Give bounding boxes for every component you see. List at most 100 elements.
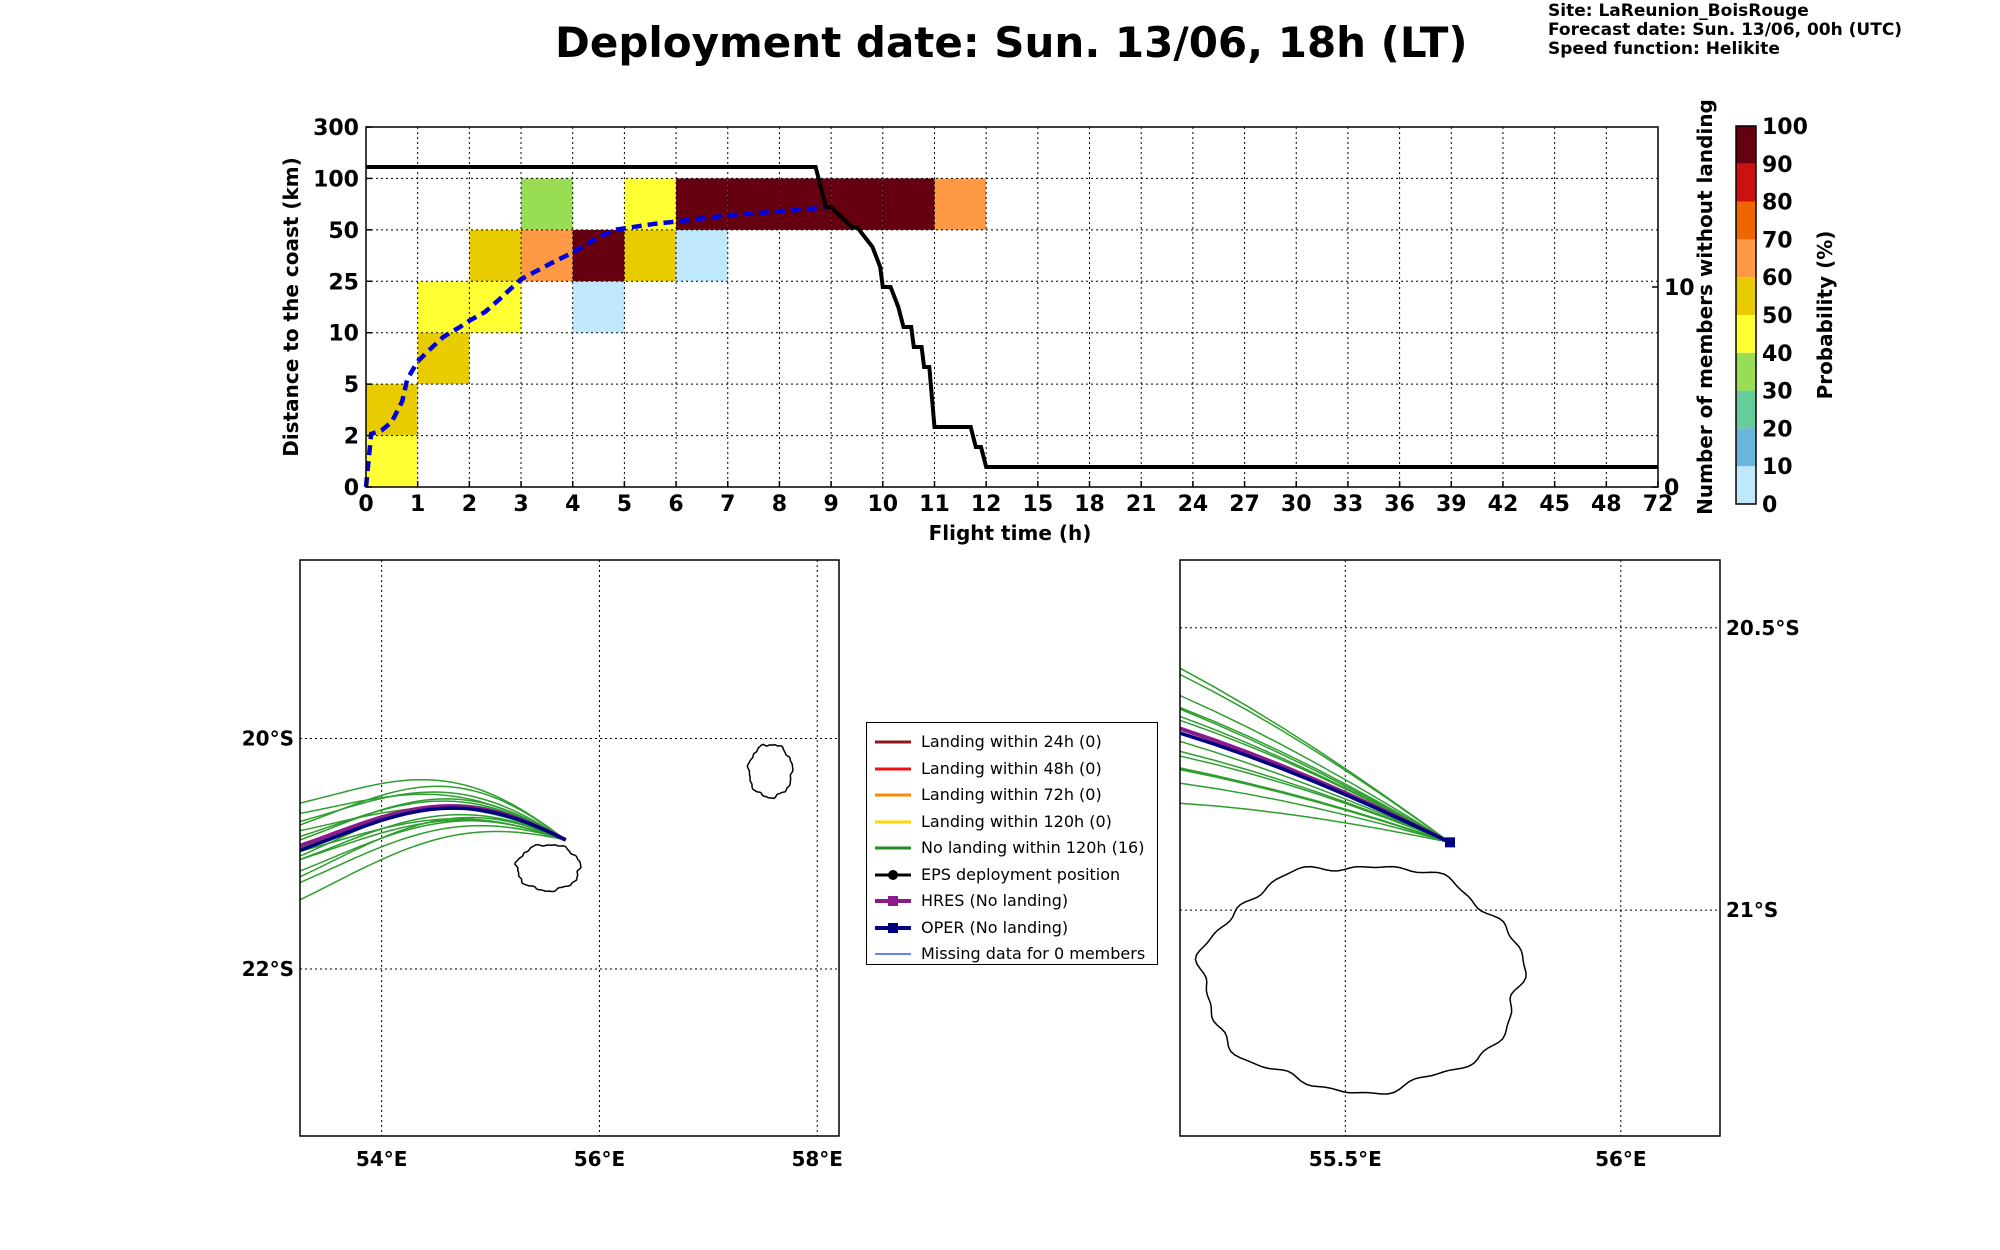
map-longitude-label: 54°E	[356, 1147, 408, 1171]
x-tick-label: 27	[1229, 492, 1260, 517]
hres-trajectory	[300, 804, 567, 848]
probability-heatmap-chart: 0 1 2 3 4 5 6 7 8 9 10 11 12 15 18 21 24 27 30 33 36 39 42 45 48…	[279, 99, 1837, 545]
x-tick-label: 9	[823, 492, 838, 517]
legend-symbol	[875, 953, 911, 955]
colorbar-tick-label: 70	[1762, 228, 1793, 253]
legend-label: Landing within 48h (0)	[921, 758, 1102, 778]
legend-label: Landing within 72h (0)	[921, 785, 1102, 804]
eps-member-trajectory	[300, 807, 567, 849]
legend-symbol	[875, 869, 911, 880]
eps-member-trajectory	[300, 820, 566, 872]
eps-member-trajectory	[300, 816, 566, 878]
members-without-landing-curve	[366, 165, 1658, 469]
map-latitude-label: 22°S	[242, 957, 294, 981]
colorbar-segment	[1736, 428, 1756, 467]
heatmap-cell	[469, 229, 522, 282]
eps-member-trajectory	[300, 818, 566, 853]
legend-symbol	[875, 846, 911, 850]
eps-member-trajectory	[1180, 733, 1451, 844]
legend-symbol	[875, 820, 911, 823]
heatmap-cell	[831, 178, 883, 230]
y-tick-label: 50	[328, 219, 359, 244]
x-tick-label: 5	[617, 492, 632, 517]
eps-member-trajectory	[300, 791, 567, 841]
hres-trajectory	[1180, 726, 1451, 845]
reunion-coastline	[1194, 865, 1527, 1095]
eps-member-trajectory	[300, 793, 567, 841]
colorbar-tick-label: 30	[1762, 380, 1793, 405]
colorbar-segment	[1736, 390, 1756, 429]
x-tick-label: 45	[1539, 492, 1570, 517]
legend-label: No landing within 120h (16)	[921, 838, 1145, 857]
heatmap-cell	[366, 384, 418, 436]
heatmap-cell	[521, 178, 573, 230]
eps-member-trajectory	[300, 798, 567, 841]
y-tick-label: 0	[344, 476, 359, 501]
colorbar-segment	[1736, 466, 1756, 504]
eps-member-trajectory	[300, 824, 566, 884]
heatmap-cell	[572, 281, 625, 333]
x-tick-label: 2	[462, 492, 477, 517]
oper-trajectory	[1180, 731, 1451, 844]
colorbar-label: Probability (%)	[1813, 231, 1837, 400]
x-tick-label: 12	[971, 492, 1002, 517]
legend-item: Landing within 24h (0)	[867, 729, 1157, 755]
colorbar-tick-label: 40	[1762, 342, 1793, 367]
x-tick-label: 7	[720, 492, 735, 517]
x-tick-label: 21	[1126, 492, 1157, 517]
eps-member-trajectory	[300, 819, 566, 861]
eps-member-trajectory	[1180, 706, 1451, 844]
forecast-info: Site: LaReunion_BoisRouge Forecast date:…	[1548, 2, 1902, 59]
y-tick-label: 300	[313, 116, 359, 141]
colorbar-segment	[1736, 239, 1756, 278]
eps-member-trajectory	[1180, 708, 1451, 844]
oper-trajectory	[300, 806, 567, 852]
eps-member-trajectory	[1180, 782, 1451, 844]
heatmap-cell	[676, 229, 728, 282]
colorbar-segment	[1736, 315, 1756, 353]
legend-symbol	[875, 922, 911, 933]
eps-member-trajectory	[1180, 750, 1451, 844]
colorbar-tick-label: 80	[1762, 191, 1793, 216]
eps-member-trajectory	[300, 813, 566, 861]
legend-item: HRES (No landing)	[867, 888, 1157, 914]
y-tick-label: 25	[328, 270, 359, 295]
x-tick-label: 30	[1281, 492, 1312, 517]
heatmap-cell	[727, 178, 780, 230]
eps-member-trajectory	[1180, 694, 1451, 844]
legend-item: EPS deployment position	[867, 862, 1157, 888]
x-tick-label: 11	[919, 492, 950, 517]
colorbar-tick-label: 100	[1762, 115, 1808, 140]
left-map-frame	[299, 559, 840, 1137]
map-latitude-label: 20.5°S	[1726, 616, 1800, 640]
y-axis-label: Distance to the coast (km)	[279, 157, 303, 457]
speed-function-label: Speed function: Helikite	[1548, 39, 1780, 59]
x-tick-label: 42	[1488, 492, 1519, 517]
eps-member-trajectory	[1180, 768, 1451, 844]
legend-label: OPER (No landing)	[921, 917, 1069, 937]
eps-member-trajectory	[1180, 667, 1451, 844]
right-tick-label: 10	[1664, 276, 1695, 301]
legend-label: HRES (No landing)	[921, 891, 1069, 910]
colorbar-tick-label: 50	[1762, 304, 1793, 329]
eps-member-trajectory	[300, 800, 567, 841]
eps-member-trajectory	[1180, 768, 1451, 844]
eps-member-trajectory	[300, 830, 566, 901]
legend-label: Landing within 24h (0)	[921, 732, 1102, 751]
colorbar-tick-label: 20	[1762, 417, 1793, 442]
x-tick-label: 3	[513, 492, 528, 517]
legend-symbol	[875, 740, 911, 744]
y-tick-label: 2	[344, 425, 359, 450]
x-tick-label: 1	[410, 492, 425, 517]
trajectory-legend: Landing within 24h (0) Landing within 48h…	[866, 722, 1158, 965]
legend-label: Landing within 120h (0)	[921, 811, 1112, 831]
eps-member-trajectory	[300, 806, 566, 841]
right-tick-label: 0	[1664, 476, 1679, 501]
colorbar-segment	[1736, 352, 1756, 391]
heatmap-cell	[934, 178, 987, 230]
eps-member-trajectory	[1180, 802, 1451, 844]
x-tick-label: 8	[772, 492, 787, 517]
map-longitude-label: 58°E	[791, 1147, 843, 1171]
colorbar-tick-label: 0	[1762, 493, 1777, 518]
chart-title: Deployment date: Sun. 13/06, 18h (LT)	[555, 18, 1468, 67]
